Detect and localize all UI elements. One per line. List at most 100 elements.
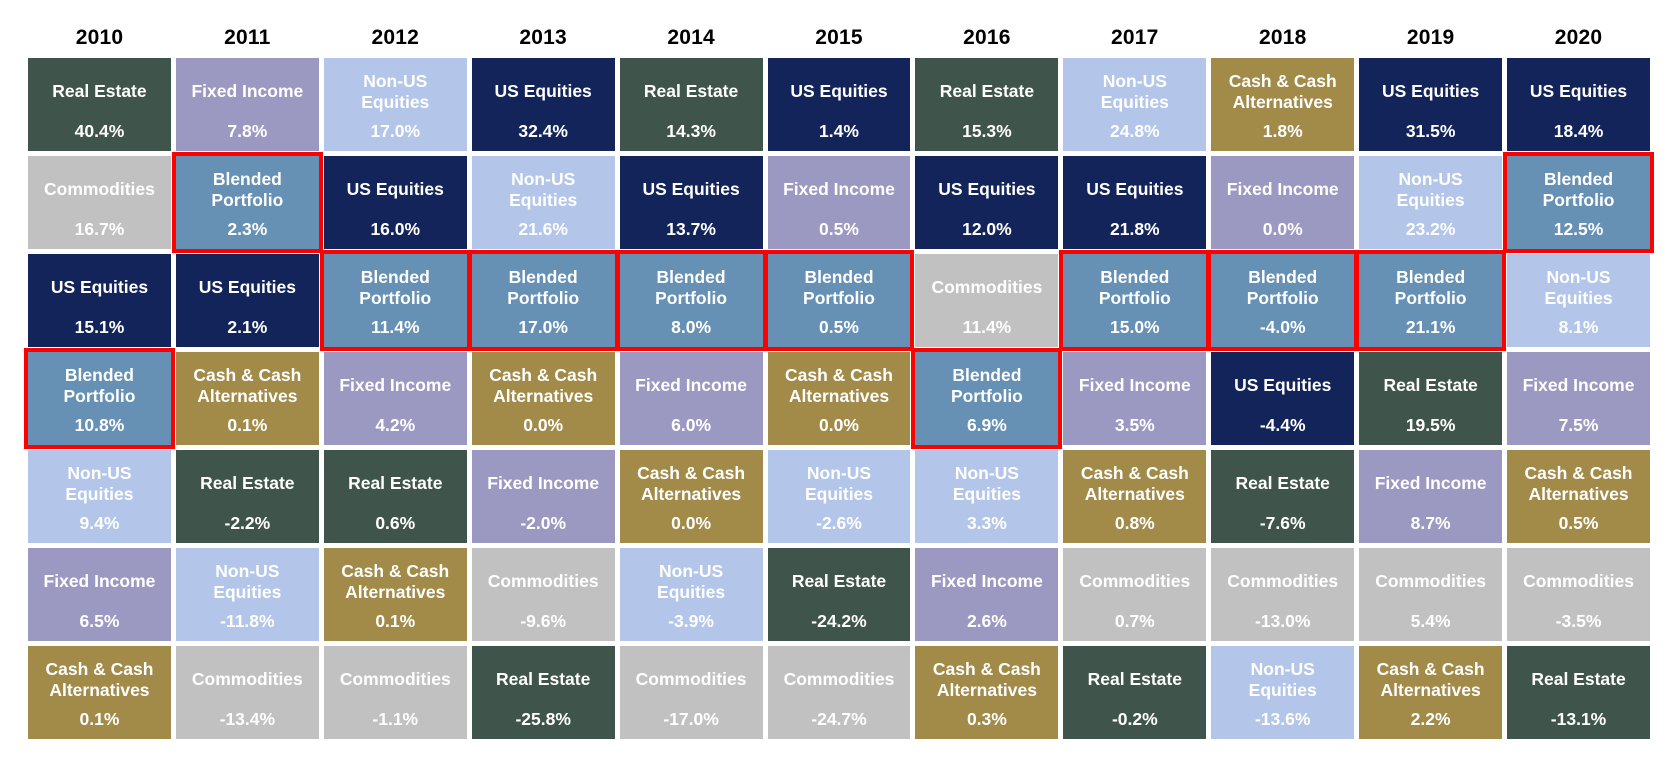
cell-2019-us-equities: US Equities 31.5% bbox=[1359, 58, 1503, 151]
return-value: 1.4% bbox=[819, 121, 859, 141]
return-value: 3.3% bbox=[966, 513, 1007, 533]
asset-label: Non-US Equities bbox=[952, 462, 1021, 504]
cell-2015-non-us-equities: Non-US Equities -2.6% bbox=[767, 450, 911, 543]
asset-label: Blended Portfolio bbox=[1098, 266, 1171, 308]
return-value: 14.3% bbox=[666, 121, 716, 141]
return-value: 0.1% bbox=[227, 415, 268, 435]
asset-label: Cash & Cash Alternatives bbox=[1228, 70, 1337, 112]
asset-label: US Equities bbox=[1529, 81, 1628, 102]
cell-2013-non-us-equities: Non-US Equities 21.6% bbox=[471, 156, 615, 249]
cell-2016-real-estate: Real Estate 15.3% bbox=[915, 58, 1059, 151]
cell-2010-cash: Cash & Cash Alternatives 0.1% bbox=[28, 646, 171, 739]
asset-label: Cash & Cash Alternatives bbox=[1524, 462, 1633, 504]
cell-2012-blended-portfolio: Blended Portfolio 11.4% bbox=[319, 250, 471, 351]
year-header-2012: 2012 bbox=[371, 26, 420, 49]
return-value: 0.0% bbox=[1262, 219, 1303, 239]
cell-2017-real-estate: Real Estate -0.2% bbox=[1063, 646, 1207, 739]
cell-2015-blended-portfolio: Blended Portfolio 0.5% bbox=[763, 250, 915, 351]
year-header-2013: 2013 bbox=[519, 26, 567, 49]
return-value: 8.7% bbox=[1410, 513, 1451, 533]
year-header-2016: 2016 bbox=[963, 26, 1011, 49]
cell-2013-real-estate: Real Estate -25.8% bbox=[471, 646, 615, 739]
asset-label: Real Estate bbox=[1383, 375, 1478, 396]
return-value: -1.1% bbox=[372, 709, 419, 729]
asset-label: US Equities bbox=[642, 179, 740, 200]
return-value: -2.6% bbox=[816, 513, 862, 533]
cell-2011-commodities: Commodities -13.4% bbox=[175, 646, 319, 739]
year-header-2020: 2020 bbox=[1554, 26, 1603, 49]
years-row: 2010 2011 2012 2013 2014 2015 2016 2017 2018 2019… bbox=[28, 26, 1650, 50]
cell-2010-fixed-income: Fixed Income 6.5% bbox=[28, 548, 171, 641]
asset-label: Real Estate bbox=[1531, 669, 1626, 690]
asset-label: Fixed Income bbox=[783, 179, 895, 200]
cell-2011-fixed-income: Fixed Income 7.8% bbox=[175, 58, 319, 151]
asset-label: Fixed Income bbox=[1078, 375, 1191, 396]
cell-2013-commodities: Commodities -9.6% bbox=[471, 548, 615, 641]
cell-2014-commodities: Commodities -17.0% bbox=[619, 646, 763, 739]
cell-2010-us-equities: US Equities 15.1% bbox=[28, 254, 171, 347]
asset-label: Blended Portfolio bbox=[63, 364, 136, 406]
cell-2014-non-us-equities: Non-US Equities -3.9% bbox=[619, 548, 763, 641]
return-value: 2.6% bbox=[966, 611, 1007, 631]
return-value: 2.1% bbox=[227, 317, 268, 337]
asset-label: Real Estate bbox=[348, 473, 443, 494]
cell-2017-cash: Cash & Cash Alternatives 0.8% bbox=[1063, 450, 1207, 543]
return-value: 17.0% bbox=[370, 121, 421, 141]
asset-label: Real Estate bbox=[791, 571, 887, 592]
asset-label: Blended Portfolio bbox=[950, 364, 1023, 406]
asset-label: Real Estate bbox=[643, 81, 739, 102]
return-value: 0.0% bbox=[819, 415, 859, 435]
cell-2019-real-estate: Real Estate 19.5% bbox=[1359, 352, 1503, 445]
asset-label: Commodities bbox=[1375, 571, 1487, 592]
asset-label: Fixed Income bbox=[43, 571, 156, 592]
return-value: 21.1% bbox=[1405, 317, 1456, 337]
return-value: 0.7% bbox=[1114, 611, 1155, 631]
return-value: 19.5% bbox=[1405, 415, 1456, 435]
asset-label: Commodities bbox=[339, 669, 451, 690]
return-value: 0.6% bbox=[375, 513, 416, 533]
year-header-2019: 2019 bbox=[1406, 26, 1455, 49]
year-header-2015: 2015 bbox=[815, 26, 863, 49]
asset-label: Non-US Equities bbox=[804, 462, 874, 504]
cell-2014-us-equities: US Equities 13.7% bbox=[619, 156, 763, 249]
asset-label: Real Estate bbox=[1087, 669, 1182, 690]
asset-label: Non-US Equities bbox=[1396, 168, 1465, 210]
asset-label: Fixed Income bbox=[1522, 375, 1635, 396]
asset-label: Non-US Equities bbox=[213, 560, 282, 602]
return-value: -9.6% bbox=[520, 611, 567, 631]
return-value: 0.1% bbox=[79, 709, 120, 729]
asset-label: Blended Portfolio bbox=[507, 266, 580, 308]
asset-label: Commodities bbox=[191, 669, 303, 690]
cell-2010-blended-portfolio: Blended Portfolio 10.8% bbox=[24, 348, 175, 449]
cell-2018-commodities: Commodities -13.0% bbox=[1211, 548, 1355, 641]
cell-2016-non-us-equities: Non-US Equities 3.3% bbox=[915, 450, 1059, 543]
cell-2015-us-equities: US Equities 1.4% bbox=[767, 58, 911, 151]
cell-2015-commodities: Commodities -24.7% bbox=[767, 646, 911, 739]
cell-2013-fixed-income: Fixed Income -2.0% bbox=[471, 450, 615, 543]
return-value: -13.4% bbox=[219, 709, 276, 729]
cell-2019-blended-portfolio: Blended Portfolio 21.1% bbox=[1355, 250, 1507, 351]
cell-2017-fixed-income: Fixed Income 3.5% bbox=[1063, 352, 1207, 445]
cell-2020-non-us-equities: Non-US Equities 8.1% bbox=[1507, 254, 1650, 347]
asset-label: US Equities bbox=[346, 179, 444, 200]
asset-label: Commodities bbox=[1523, 571, 1634, 592]
cell-2012-non-us-equities: Non-US Equities 17.0% bbox=[323, 58, 467, 151]
asset-label: Commodities bbox=[44, 179, 155, 200]
return-value: 2.3% bbox=[227, 219, 268, 239]
return-value: 12.0% bbox=[962, 219, 1012, 239]
cell-2010-non-us-equities: Non-US Equities 9.4% bbox=[28, 450, 171, 543]
return-value: -13.1% bbox=[1550, 709, 1607, 729]
asset-label: Cash & Cash Alternatives bbox=[637, 462, 746, 504]
asset-label: Real Estate bbox=[200, 473, 295, 494]
return-value: 5.4% bbox=[1410, 611, 1451, 631]
cell-2013-us-equities: US Equities 32.4% bbox=[471, 58, 615, 151]
asset-label: Non-US Equities bbox=[657, 560, 726, 602]
asset-label: Blended Portfolio bbox=[1394, 266, 1467, 308]
asset-label: US Equities bbox=[198, 277, 296, 298]
asset-label: US Equities bbox=[938, 179, 1036, 200]
cell-2014-cash: Cash & Cash Alternatives 0.0% bbox=[619, 450, 763, 543]
year-header-2011: 2011 bbox=[224, 26, 271, 49]
return-value: 24.8% bbox=[1110, 121, 1160, 141]
asset-label: Cash & Cash Alternatives bbox=[932, 658, 1041, 700]
cell-2018-fixed-income: Fixed Income 0.0% bbox=[1211, 156, 1355, 249]
